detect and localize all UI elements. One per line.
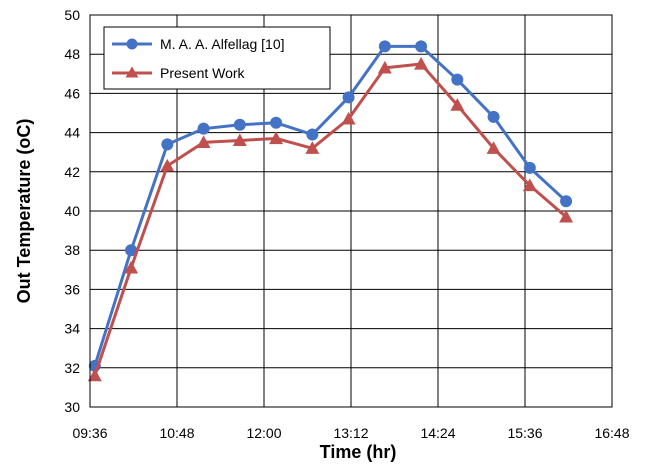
x-tick-label: 12:00 [246,425,281,441]
data-point [415,40,428,53]
data-point [87,368,102,382]
data-point [486,141,501,154]
data-point [378,40,391,53]
x-tick-label: 10:48 [159,425,194,441]
legend-marker-alfellag [126,38,138,50]
data-point [487,110,500,123]
x-tick-label: 16:48 [594,425,629,441]
y-tick-label: 34 [64,321,80,337]
data-point [377,60,392,74]
data-point [124,260,139,274]
data-point [451,73,464,86]
data-point [233,118,246,131]
x-axis-title: Time (hr) [320,442,397,462]
y-tick-label: 40 [64,203,80,219]
data-point [414,57,429,70]
data-point [560,195,573,208]
plot-border [89,14,613,408]
y-tick-label: 36 [64,281,80,297]
data-point [342,91,355,104]
series-layer [87,40,574,382]
data-point [559,209,574,223]
legend-marker-present-work [125,66,139,78]
x-tick-label: 09:36 [72,425,107,441]
y-tick-label: 46 [64,85,80,101]
data-point [523,161,536,174]
y-tick-label: 32 [64,360,80,376]
y-axis-title: Out Temperature (oC) [14,119,34,304]
legend: M. A. A. Alfellag [10] Present Work [103,26,331,90]
data-point [305,141,320,154]
data-point [522,178,537,192]
y-tick-labels: 30 32 34 36 38 40 42 44 46 48 50 [64,7,80,415]
y-tick-label: 42 [64,164,80,180]
data-point [270,116,283,129]
legend-label-present-work: Present Work [160,65,246,81]
series-1 [87,57,574,382]
x-tick-label: 15:36 [507,425,542,441]
x-tick-label: 13:12 [333,425,368,441]
x-tick-label: 14:24 [420,425,455,441]
x-tick-labels: 09:36 10:48 12:00 13:12 14:24 15:36 16:48 [72,425,629,441]
y-tick-label: 50 [64,7,80,23]
y-tick-label: 30 [64,399,80,415]
data-point [450,98,465,111]
data-point [232,133,247,147]
series-0 [88,40,573,372]
data-point [341,111,356,125]
data-point [197,122,210,135]
data-point [269,131,284,145]
data-point [306,128,319,141]
y-tick-label: 38 [64,242,80,258]
data-point [161,138,174,151]
data-point [125,244,138,257]
series-line [93,62,568,377]
y-tick-label: 44 [64,125,80,141]
y-tick-label: 48 [64,46,80,62]
data-point [196,135,211,148]
legend-box [103,26,331,90]
series-line [93,44,568,367]
legend-label-alfellag: M. A. A. Alfellag [10] [160,36,285,52]
data-point [160,158,175,172]
